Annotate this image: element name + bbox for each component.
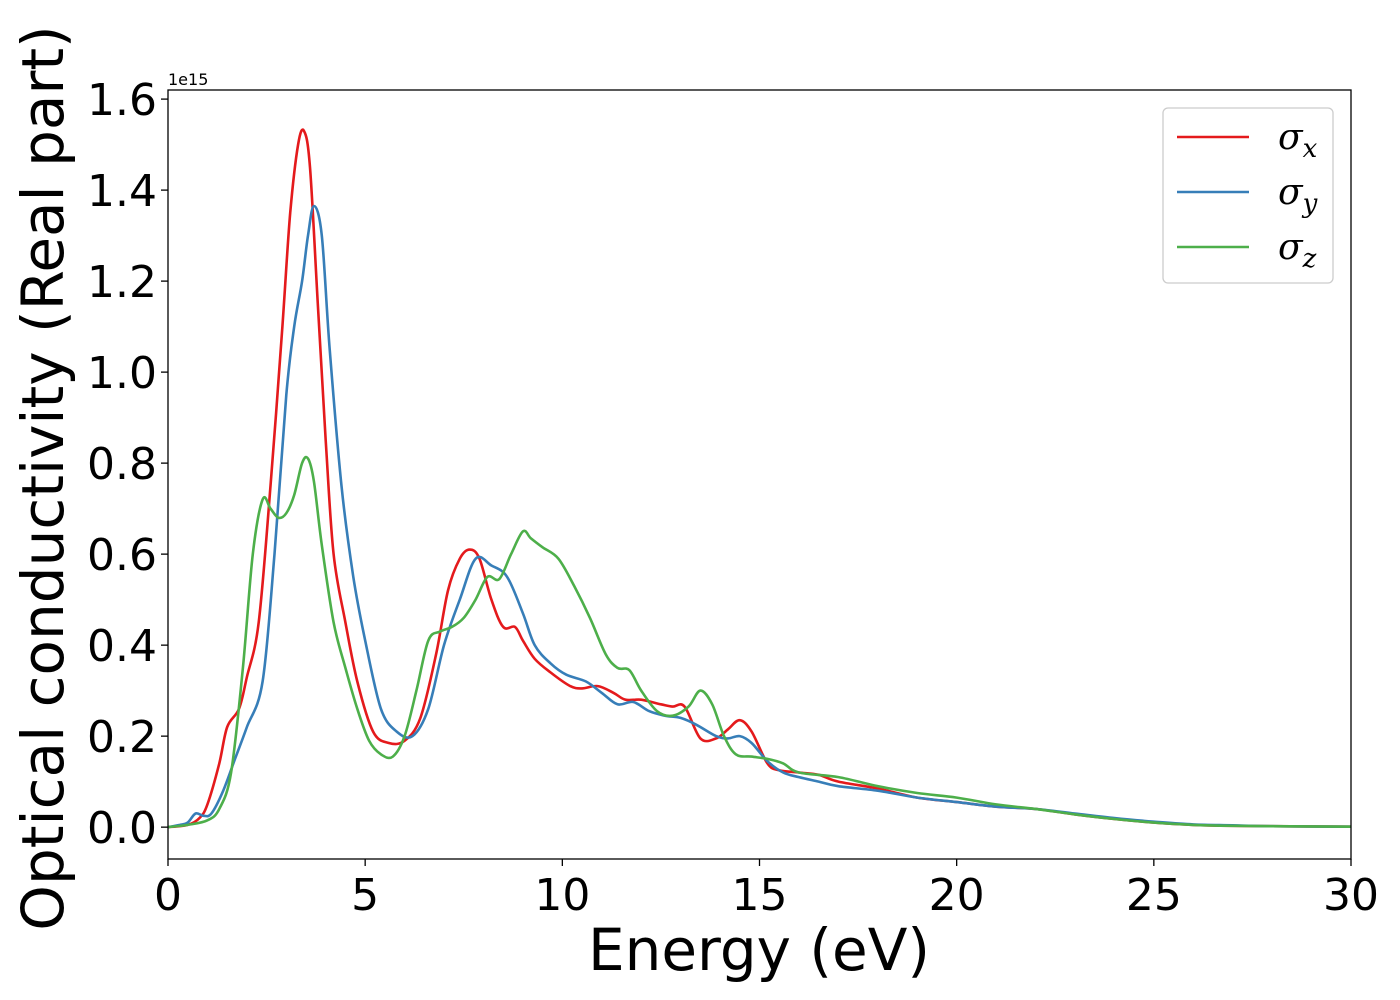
y-tick-label: 0.0 — [87, 803, 157, 854]
x-tick-label: 5 — [351, 870, 379, 921]
y-tick-label: 1.6 — [87, 75, 157, 126]
series-line-z — [168, 455, 1351, 829]
legend: σx σy σz — [1162, 107, 1334, 284]
x-axis-label: Energy (eV) — [588, 916, 930, 984]
x-tick-label: 30 — [1323, 870, 1379, 921]
series-line-y — [168, 204, 1351, 829]
series-layer — [168, 128, 1351, 829]
legend-label-y: σy — [1278, 172, 1318, 219]
ticks-layer: 0 5 10 15 20 25 30 0.0 0.2 0.4 0.6 0.8 1.0 1.2 1.4 1.6 — [87, 75, 1379, 921]
y-tick-label: 0.8 — [87, 439, 157, 490]
x-tick-label: 25 — [1126, 870, 1182, 921]
x-tick-label: 20 — [929, 870, 985, 921]
x-tick-label: 15 — [732, 870, 788, 921]
x-tick-label: 0 — [154, 870, 182, 921]
y-tick-label: 1.0 — [87, 348, 157, 399]
y-tick-label: 0.6 — [87, 530, 157, 581]
y-axis-label: Optical conductivity (Real part) — [9, 25, 77, 930]
series-line-x — [168, 128, 1351, 829]
y-tick-label: 0.2 — [87, 712, 157, 763]
y-tick-label: 0.4 — [87, 621, 157, 672]
y-tick-label: 1.2 — [87, 257, 157, 308]
legend-box — [1162, 107, 1334, 284]
y-tick-label: 1.4 — [87, 166, 157, 217]
legend-label-x: σx — [1278, 117, 1318, 164]
y-offset-label: 1e15 — [168, 70, 208, 89]
x-tick-label: 10 — [534, 870, 590, 921]
legend-label-z: σz — [1278, 227, 1317, 274]
